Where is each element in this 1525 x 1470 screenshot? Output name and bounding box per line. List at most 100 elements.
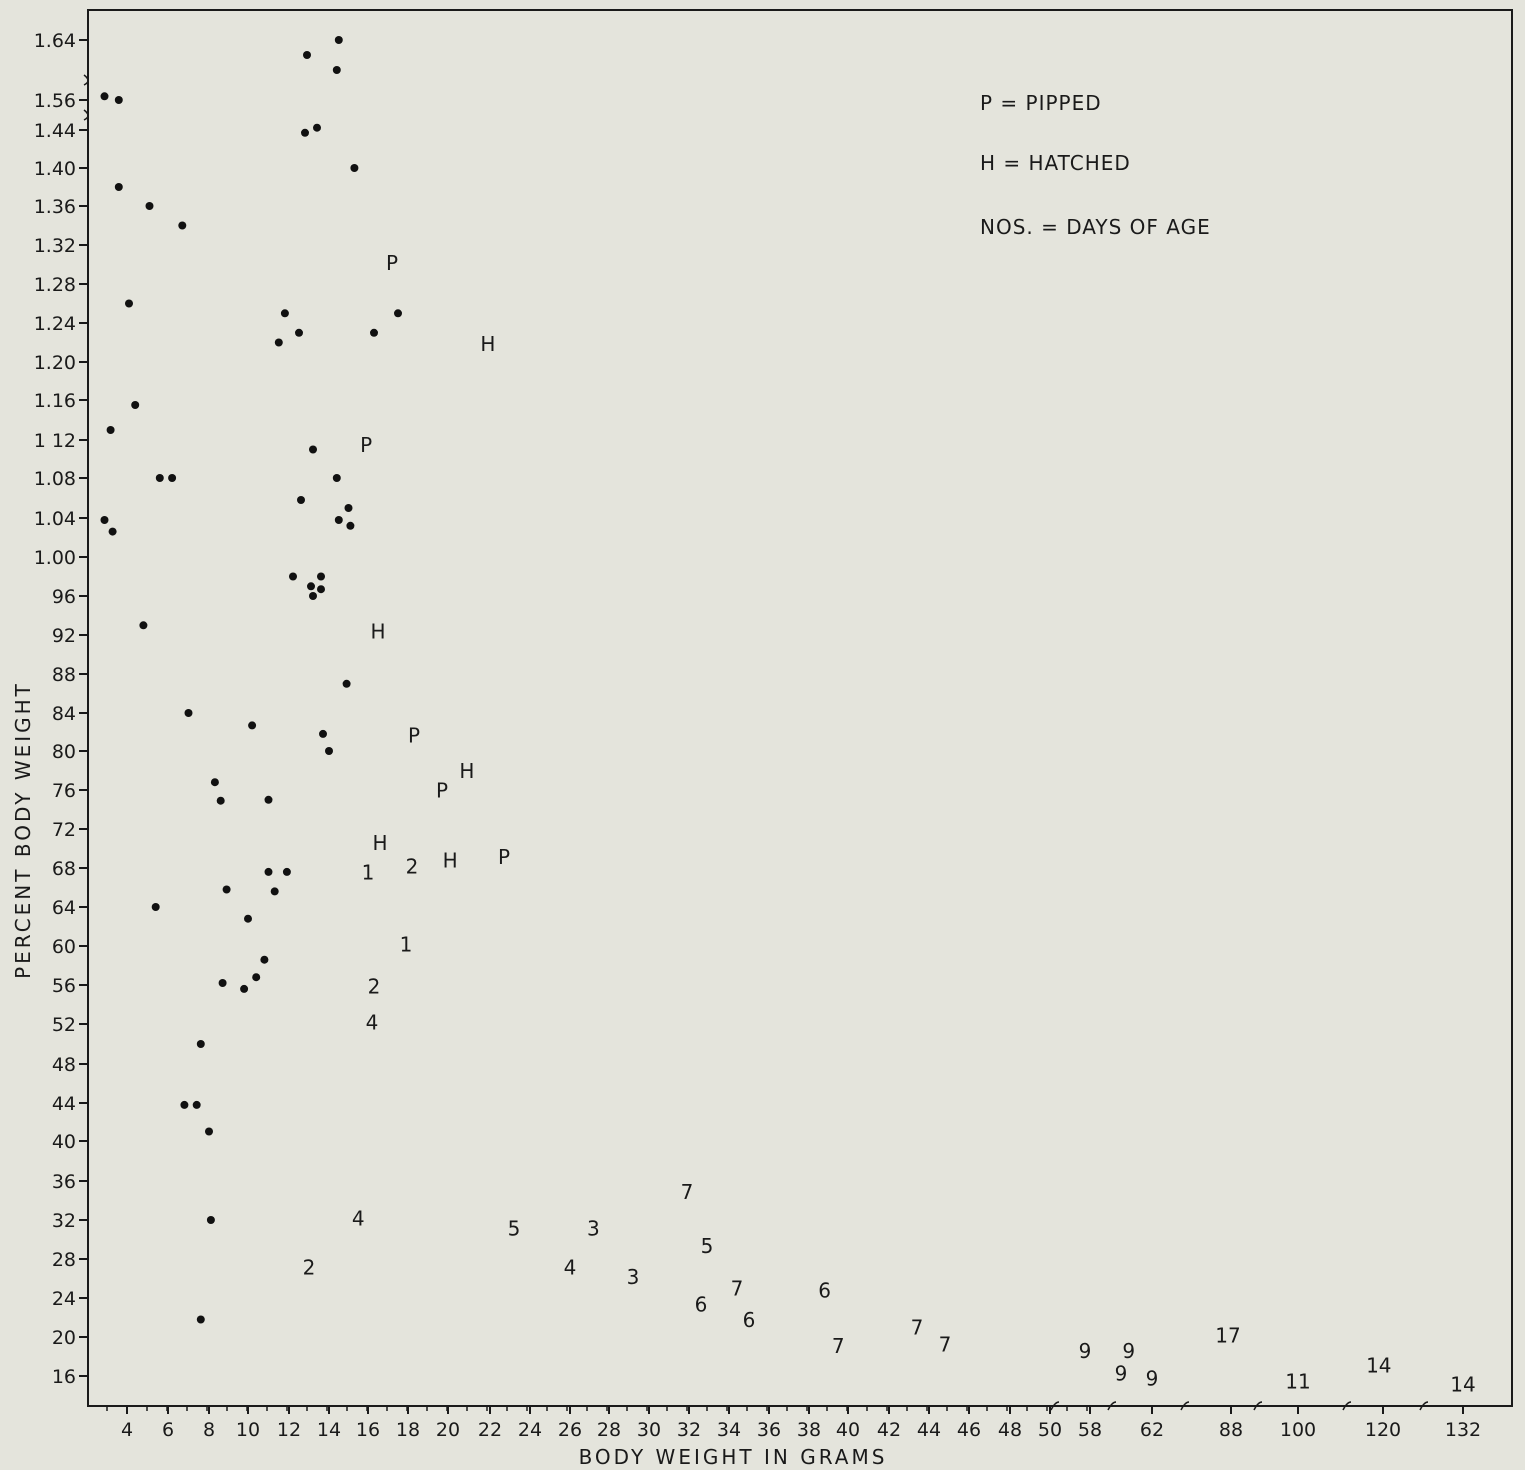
data-point-label: 7 — [832, 1334, 845, 1358]
data-point-label: 2 — [406, 855, 419, 879]
legend-entry-days-of-age: NOS. = DAYS OF AGE — [980, 215, 1211, 239]
data-point — [205, 1127, 213, 1136]
y-tick-label: 1.40 — [34, 158, 76, 180]
data-point-label: 3 — [587, 1216, 600, 1240]
x-tick-label: 22 — [478, 1419, 502, 1441]
data-point — [303, 51, 311, 59]
data-point-label: 6 — [695, 1292, 708, 1316]
data-point-label: 3 — [627, 1265, 640, 1289]
data-point — [196, 1040, 205, 1048]
y-tick-label: 1.64 — [34, 30, 76, 52]
data-point-label: 9 — [1079, 1339, 1092, 1363]
data-point — [317, 572, 325, 581]
data-point — [196, 1315, 205, 1324]
x-tick-label: 44 — [917, 1419, 941, 1441]
data-point — [206, 1216, 215, 1224]
data-point — [145, 202, 154, 210]
data-point-label: P — [408, 723, 420, 747]
x-tick-label: 38 — [797, 1419, 821, 1441]
data-point — [218, 979, 227, 987]
y-tick-label: 80 — [52, 741, 76, 763]
data-point-label: 6 — [743, 1308, 756, 1332]
data-point — [309, 592, 317, 600]
x-tick-label: 120 — [1365, 1419, 1401, 1441]
data-point-label: 11 — [1285, 1369, 1310, 1393]
data-point — [264, 867, 273, 876]
y-tick-label: 32 — [52, 1210, 76, 1232]
data-point-label: H — [370, 620, 385, 644]
y-tick-label: 1.44 — [34, 120, 76, 142]
y-tick-label: 76 — [52, 780, 76, 802]
y-tick-label: 64 — [52, 897, 76, 919]
legend-entry-hatched: H = HATCHED — [980, 151, 1131, 175]
data-point — [184, 709, 193, 717]
y-tick-label: 16 — [52, 1366, 76, 1388]
data-point-label: 1 — [362, 860, 375, 884]
data-point — [270, 887, 279, 896]
x-tick-label: 50 — [1038, 1419, 1062, 1441]
data-point — [180, 1100, 189, 1109]
x-axis-break — [1342, 1401, 1352, 1411]
data-point — [114, 96, 123, 104]
data-point-label: 6 — [818, 1279, 831, 1303]
x-tick-label: 26 — [558, 1419, 582, 1441]
data-point — [248, 721, 257, 730]
x-axis-break — [1419, 1401, 1429, 1411]
data-point-label: 7 — [731, 1277, 744, 1301]
data-point-label: P — [498, 845, 510, 869]
x-tick-label: 24 — [518, 1419, 542, 1441]
y-tick-label: 1.04 — [34, 508, 76, 530]
data-point-label: H — [443, 849, 458, 873]
data-point — [178, 221, 187, 230]
y-tick-label: 1.36 — [34, 196, 76, 218]
x-tick-label: 10 — [236, 1419, 260, 1441]
y-axis-break — [83, 74, 89, 86]
data-point — [210, 778, 219, 787]
data-point — [370, 328, 378, 337]
data-point — [139, 621, 148, 630]
data-point — [280, 309, 289, 318]
x-axis-break — [1050, 1401, 1060, 1411]
plot-area-border — [87, 9, 1513, 1407]
data-point — [106, 426, 115, 434]
x-tick-label: 12 — [277, 1419, 301, 1441]
x-tick-label: 34 — [717, 1419, 741, 1441]
data-point-label: 4 — [352, 1207, 365, 1231]
y-axis-title: PERCENT BODY WEIGHT — [11, 681, 35, 979]
x-tick-label: 36 — [757, 1419, 781, 1441]
data-point-label: 2 — [368, 974, 381, 998]
y-tick-label: 24 — [52, 1288, 76, 1310]
data-point — [240, 984, 249, 993]
data-point-label: 14 — [1450, 1372, 1475, 1396]
x-tick-label: 58 — [1078, 1419, 1102, 1441]
x-tick-label: 14 — [317, 1419, 341, 1441]
data-point-label: 17 — [1215, 1324, 1240, 1348]
data-point — [155, 474, 164, 482]
data-point — [317, 585, 325, 594]
data-point — [125, 299, 133, 308]
y-axis-break — [83, 109, 89, 121]
data-point-label: 7 — [911, 1316, 924, 1340]
x-tick-label: 62 — [1140, 1419, 1164, 1441]
data-point — [222, 885, 231, 894]
y-tick-label: 44 — [52, 1093, 76, 1115]
data-point-label: H — [480, 332, 495, 356]
data-point-label: 4 — [564, 1255, 577, 1279]
y-tick-label: 1.20 — [34, 352, 76, 374]
axis-break-marks — [83, 74, 1429, 1411]
x-tick-label: 30 — [637, 1419, 661, 1441]
x-tick-label: 48 — [998, 1419, 1022, 1441]
x-tick-label: 88 — [1219, 1419, 1243, 1441]
y-tick-label: 72 — [52, 819, 76, 841]
y-tick-label: 40 — [52, 1131, 76, 1153]
x-tick-label: 28 — [597, 1419, 621, 1441]
data-point-label: H — [372, 831, 387, 855]
data-point — [151, 903, 160, 911]
data-point — [301, 128, 309, 137]
data-point — [334, 516, 343, 524]
y-tick-label: 92 — [52, 625, 76, 647]
data-point — [332, 474, 341, 482]
data-point — [319, 729, 327, 738]
data-point-label: H — [459, 759, 474, 783]
